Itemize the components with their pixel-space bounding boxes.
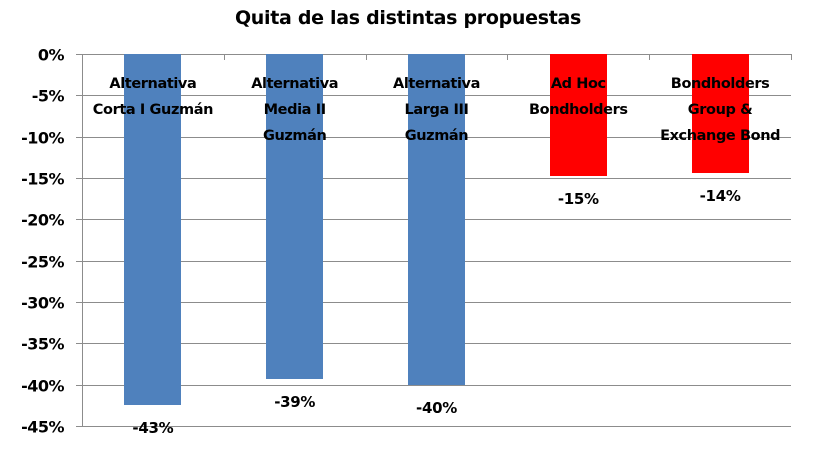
data-label: -40% bbox=[416, 398, 457, 417]
data-label: -39% bbox=[274, 392, 316, 411]
y-tick-label: -45% bbox=[21, 417, 64, 437]
x-tick-mark bbox=[365, 54, 367, 60]
category-label: Bondholders Group & Exchange Bond bbox=[660, 76, 781, 144]
y-tick-mark bbox=[76, 426, 82, 427]
category-label: Alternativa Larga III Guzmán bbox=[393, 76, 480, 144]
category-label: Alternativa Corta I Guzmán bbox=[92, 76, 214, 118]
data-label: -14% bbox=[699, 187, 741, 206]
bar bbox=[408, 54, 465, 385]
y-tick-label: -35% bbox=[21, 334, 64, 354]
data-label: -15% bbox=[557, 189, 599, 208]
y-tick-mark bbox=[76, 384, 82, 386]
y-tick-label: -10% bbox=[21, 128, 64, 148]
y-tick-label: 0% bbox=[37, 45, 65, 65]
y-tick-mark bbox=[76, 260, 82, 262]
bar bbox=[124, 54, 182, 406]
y-tick-label: -40% bbox=[21, 376, 64, 396]
y-tick-label: -15% bbox=[21, 169, 64, 189]
y-tick-mark bbox=[76, 54, 82, 55]
y-tick-mark bbox=[76, 343, 82, 345]
data-label: -43% bbox=[132, 419, 174, 438]
gridline bbox=[82, 426, 791, 427]
category-label: Alternativa Media II Guzmán bbox=[251, 76, 339, 144]
x-tick-mark bbox=[223, 54, 225, 60]
y-tick-mark bbox=[76, 302, 82, 303]
y-tick-mark bbox=[76, 95, 82, 97]
chart-title: Quita de las distintas propuestas bbox=[234, 7, 582, 29]
y-tick-label: -25% bbox=[21, 252, 64, 272]
x-tick-mark bbox=[507, 54, 509, 60]
x-tick-mark bbox=[649, 54, 651, 60]
bar bbox=[691, 54, 749, 174]
y-tick-label: -20% bbox=[21, 210, 64, 230]
gridline bbox=[82, 384, 791, 386]
x-tick-mark bbox=[791, 54, 792, 60]
bar bbox=[549, 54, 607, 176]
bar bbox=[266, 54, 324, 379]
y-tick-label: -5% bbox=[31, 86, 65, 106]
y-axis-line bbox=[82, 54, 83, 427]
category-label: Ad Hoc Bondholders bbox=[529, 76, 628, 118]
y-tick-mark bbox=[76, 219, 82, 221]
y-tick-mark bbox=[76, 136, 82, 138]
y-tick-mark bbox=[76, 178, 82, 179]
y-tick-label: -30% bbox=[21, 293, 64, 313]
